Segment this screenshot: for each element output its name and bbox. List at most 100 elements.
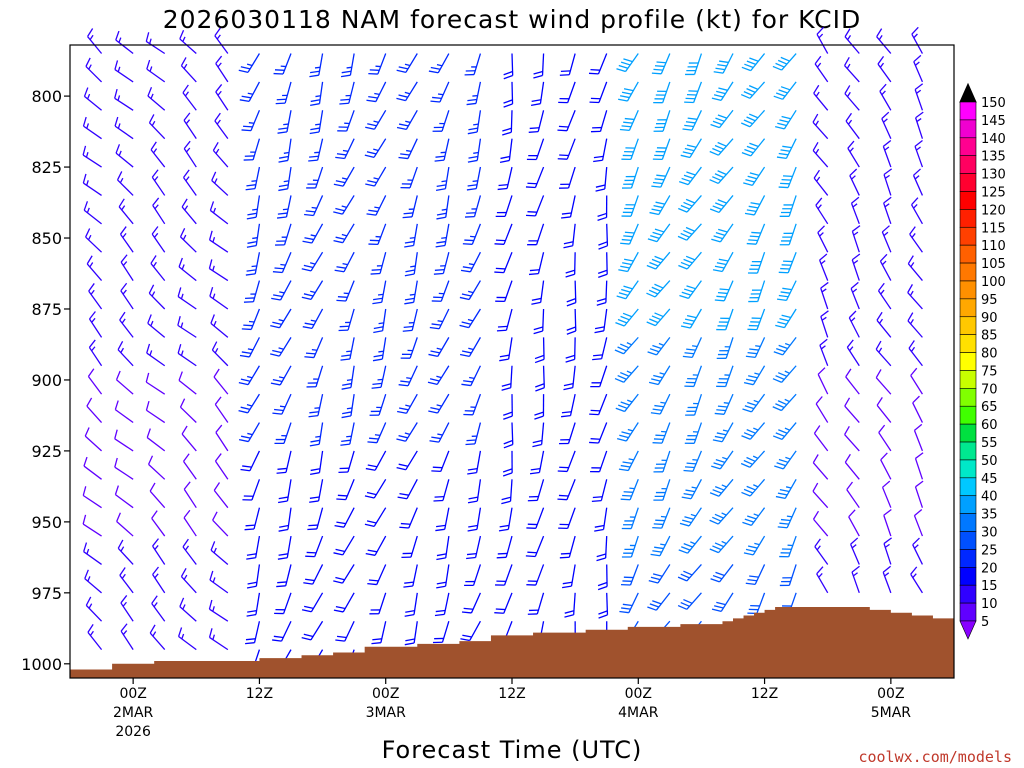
wind-barb xyxy=(495,280,513,303)
wind-barb xyxy=(910,367,923,395)
wind-barb xyxy=(844,85,860,111)
wind-barb xyxy=(365,166,387,187)
wind-barb xyxy=(590,110,608,133)
wind-barb xyxy=(778,251,797,274)
colorbar-swatch xyxy=(959,119,977,139)
colorbar-label: 95 xyxy=(981,293,998,308)
wind-barb xyxy=(494,223,513,245)
wind-barb xyxy=(650,393,671,415)
wind-barb xyxy=(270,308,292,329)
wind-barb xyxy=(653,81,671,104)
wind-barb xyxy=(372,337,387,362)
wind-barb xyxy=(527,479,545,502)
x-axis-label: Forecast Time (UTC) xyxy=(382,736,643,764)
wind-barb xyxy=(616,53,639,73)
colorbar-label: 90 xyxy=(981,311,998,326)
colorbar-swatch xyxy=(959,352,977,371)
wind-barb xyxy=(278,138,292,163)
colorbar-swatch xyxy=(959,191,977,210)
wind-barb xyxy=(652,138,671,161)
wind-barb xyxy=(848,509,860,537)
wind-barb xyxy=(501,479,513,505)
wind-barb xyxy=(146,428,166,452)
wind-barb xyxy=(876,28,892,54)
wind-barb xyxy=(678,535,702,554)
x-tick-date: 3MAR xyxy=(366,705,407,721)
wind-barb xyxy=(812,454,829,480)
wind-barb xyxy=(396,450,418,471)
wind-barb xyxy=(527,592,545,615)
wind-barb xyxy=(178,371,197,395)
wind-barb xyxy=(499,138,513,164)
wind-barb xyxy=(845,368,860,395)
wind-barb xyxy=(309,479,324,503)
wind-barb xyxy=(914,83,924,111)
wind-barb xyxy=(712,251,734,273)
colorbar-label: 15 xyxy=(981,579,998,594)
wind-barb xyxy=(209,570,229,594)
wind-barb xyxy=(366,81,387,103)
colorbar-label: 150 xyxy=(981,96,1006,111)
colorbar-swatch xyxy=(959,549,977,568)
wind-barb xyxy=(119,226,134,253)
wind-barb xyxy=(152,566,166,594)
wind-barb xyxy=(86,255,103,282)
wind-barb xyxy=(815,396,829,423)
wind-barb xyxy=(274,592,292,615)
wind-barb xyxy=(150,141,166,168)
wind-barb xyxy=(397,393,418,414)
wind-barb xyxy=(308,394,324,418)
wind-barb xyxy=(215,84,229,111)
wind-barb xyxy=(246,592,261,617)
wind-barb xyxy=(530,81,545,106)
wind-barb xyxy=(435,223,450,248)
wind-barb xyxy=(181,198,197,225)
wind-barb xyxy=(213,368,229,395)
wind-barb xyxy=(149,624,166,651)
wind-barb xyxy=(566,280,577,307)
colorbar-swatch xyxy=(959,137,977,156)
wind-barb xyxy=(336,479,355,501)
colorbar-swatch xyxy=(959,209,977,228)
x-tick-year: 2026 xyxy=(115,724,151,740)
wind-barb xyxy=(400,166,418,189)
wind-barb xyxy=(88,339,103,367)
wind-barb xyxy=(402,195,418,219)
wind-barb xyxy=(183,169,197,196)
colorbar-swatch xyxy=(959,298,977,318)
wind-barb xyxy=(526,138,545,161)
wind-barb xyxy=(881,480,892,508)
wind-barb xyxy=(711,592,734,613)
wind-barb xyxy=(430,81,450,103)
wind-barb xyxy=(620,564,639,586)
wind-barb xyxy=(711,450,734,470)
colorbar-label: 110 xyxy=(981,239,1006,254)
wind-barb xyxy=(813,84,829,111)
wind-barb xyxy=(907,312,923,338)
wind-barb xyxy=(877,55,892,83)
wind-barb xyxy=(683,450,703,472)
wind-barb xyxy=(883,508,892,537)
x-tick-hour: 12Z xyxy=(246,686,273,702)
wind-barb xyxy=(847,140,860,168)
y-tick-label: 800 xyxy=(31,87,62,106)
wind-barb xyxy=(844,56,860,83)
wind-barb xyxy=(179,398,197,423)
wind-barb xyxy=(684,81,703,104)
colorbar-swatch xyxy=(959,334,977,353)
wind-barb xyxy=(208,259,229,282)
wind-barb xyxy=(88,283,103,310)
wind-barb xyxy=(882,139,892,168)
wind-barb xyxy=(114,457,134,480)
wind-barb xyxy=(214,453,229,480)
wind-barb xyxy=(529,450,545,475)
wind-barb xyxy=(243,280,261,303)
wind-barb xyxy=(114,400,134,424)
wind-barb xyxy=(619,592,639,614)
wind-barb xyxy=(621,535,639,558)
wind-barb xyxy=(598,592,609,619)
wind-barb xyxy=(180,567,197,594)
wind-barb xyxy=(242,479,261,501)
wind-barb xyxy=(740,450,766,468)
wind-barb xyxy=(179,228,197,253)
